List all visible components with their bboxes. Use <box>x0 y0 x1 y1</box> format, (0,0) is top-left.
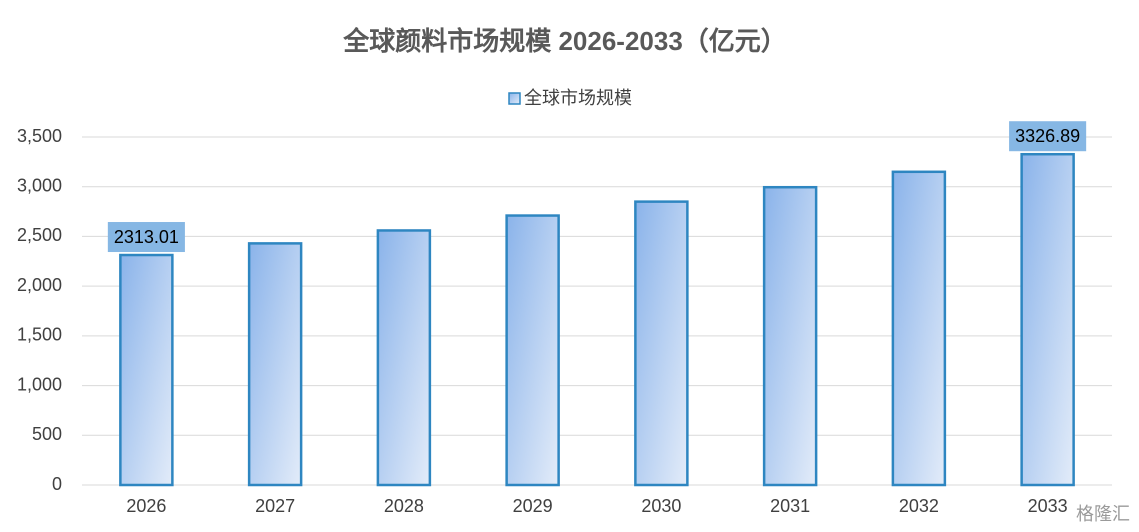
x-tick-label: 2029 <box>513 496 553 516</box>
x-tick-label: 2027 <box>255 496 295 516</box>
y-tick-label: 1,000 <box>17 374 62 394</box>
legend-swatch <box>508 92 521 105</box>
bar <box>247 242 303 487</box>
y-tick-label: 500 <box>32 424 62 444</box>
y-tick-label: 0 <box>52 474 62 494</box>
y-tick-label: 2,000 <box>17 275 62 295</box>
y-tick-label: 2,500 <box>17 225 62 245</box>
bar <box>891 170 947 487</box>
legend-label: 全球市场规模 <box>524 88 632 108</box>
y-tick-label: 1,500 <box>17 325 62 345</box>
x-tick-label: 2030 <box>641 496 681 516</box>
x-tick-label: 2032 <box>899 496 939 516</box>
chart-title: 全球颜料市场规模 2026-2033（亿元） <box>342 26 787 56</box>
x-tick-label: 2033 <box>1028 496 1068 516</box>
x-tick-label: 2031 <box>770 496 810 516</box>
bar <box>119 253 174 487</box>
x-tick-label: 2026 <box>126 496 166 516</box>
y-tick-label: 3,500 <box>17 126 62 146</box>
y-tick-label: 3,000 <box>17 175 62 195</box>
bar <box>762 185 818 487</box>
x-tick-label: 2028 <box>384 496 424 516</box>
watermark: 格隆汇 <box>1076 504 1130 524</box>
data-label: 3326.89 <box>1015 126 1080 146</box>
bar <box>376 229 432 487</box>
bar <box>505 214 560 487</box>
data-label: 2313.01 <box>114 227 179 247</box>
bar <box>634 200 689 487</box>
bar <box>1020 152 1075 487</box>
data-label-box <box>107 222 185 253</box>
data-label-box <box>1009 121 1087 152</box>
